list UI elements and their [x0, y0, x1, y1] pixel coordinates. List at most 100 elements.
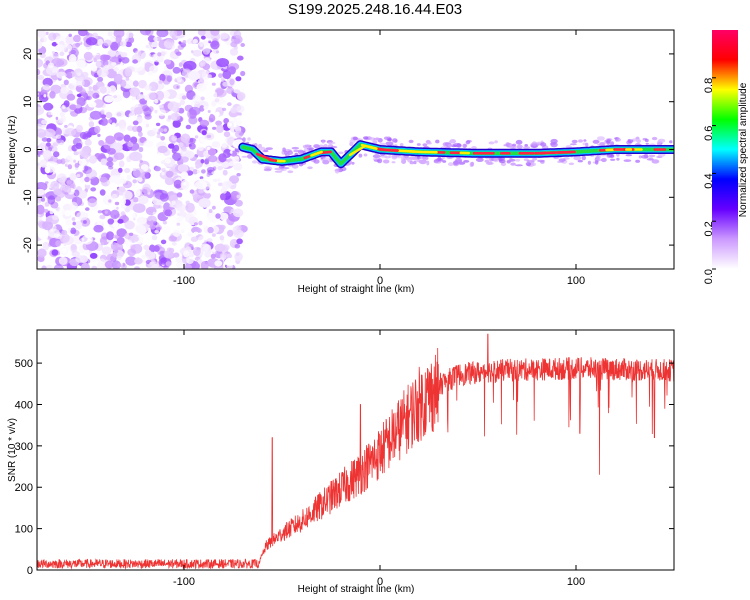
- noise-blob: [235, 252, 240, 257]
- noise-blob: [123, 134, 131, 142]
- noise-blob: [126, 31, 134, 39]
- noise-blob: [120, 52, 128, 58]
- noise-blob: [84, 183, 91, 190]
- signal-halo-speck: [442, 160, 447, 163]
- signal-halo-speck: [537, 159, 545, 163]
- noise-blob: [194, 135, 199, 139]
- noise-blob: [47, 62, 55, 69]
- signal-halo-speck: [435, 139, 440, 144]
- noise-blob: [67, 164, 73, 170]
- noise-blob: [124, 220, 135, 230]
- noise-blob: [212, 205, 216, 210]
- noise-blob: [55, 116, 59, 120]
- colorbar-tick-label: 0.6: [703, 126, 715, 141]
- noise-blob: [207, 74, 212, 79]
- noise-blob: [212, 126, 217, 130]
- colorbar-tick-label: 0.8: [703, 78, 715, 93]
- noise-blob: [143, 244, 150, 251]
- noise-blob: [37, 262, 41, 268]
- noise-blob: [109, 85, 117, 94]
- noise-blob: [160, 160, 166, 165]
- noise-blob: [165, 261, 172, 267]
- noise-blob: [102, 66, 108, 72]
- noise-blob: [156, 30, 169, 38]
- noise-blob: [232, 225, 241, 236]
- signal-halo-speck: [494, 140, 498, 144]
- noise-blob: [155, 90, 165, 101]
- noise-blob: [128, 87, 141, 97]
- noise-blob: [167, 101, 179, 111]
- noise-blob: [154, 98, 159, 104]
- noise-blob: [181, 95, 187, 100]
- noise-blob: [106, 157, 114, 162]
- noise-blob: [202, 40, 209, 47]
- signal-halo-speck: [322, 157, 330, 161]
- colorbar: 0.0 0.2 0.4 0.6 0.8 Normalized spectral ampl…: [703, 30, 749, 284]
- noise-blob: [193, 246, 201, 256]
- signal-halo-speck: [260, 146, 266, 151]
- noise-blob: [236, 105, 245, 113]
- x-tick-label: 0: [377, 576, 383, 588]
- noise-blob: [89, 252, 98, 259]
- signal-halo-speck: [627, 139, 631, 142]
- signal-halo-speck: [252, 160, 258, 164]
- noise-blob: [76, 124, 83, 133]
- signal-halo-speck: [419, 156, 427, 159]
- noise-blob: [69, 173, 77, 181]
- noise-blob: [85, 169, 97, 180]
- signal-halo-speck: [242, 137, 246, 142]
- noise-blob: [66, 180, 72, 185]
- noise-blob: [103, 39, 112, 47]
- noise-blob: [53, 151, 60, 158]
- noise-blob: [227, 229, 234, 237]
- y-tick-label: 400: [15, 399, 33, 411]
- noise-blob: [37, 248, 47, 258]
- noise-blob: [163, 39, 175, 49]
- signal-halo-speck: [363, 153, 368, 157]
- noise-blob: [88, 90, 94, 96]
- noise-blob: [42, 84, 51, 91]
- noise-blob: [147, 70, 153, 76]
- signal-halo-speck: [515, 159, 521, 162]
- noise-blob: [55, 240, 62, 247]
- noise-blob: [145, 44, 150, 49]
- noise-blob: [124, 67, 133, 77]
- noise-blob: [211, 171, 216, 175]
- y-tick-label: 500: [15, 358, 33, 370]
- signal-halo-speck: [372, 158, 379, 161]
- noise-blob: [206, 90, 218, 101]
- noise-blob: [128, 232, 134, 236]
- noise-blob: [125, 256, 137, 266]
- signal-halo-speck: [302, 144, 308, 149]
- noise-blob: [184, 264, 193, 269]
- noise-blob: [43, 94, 47, 98]
- noise-blob: [132, 179, 137, 184]
- signal-halo-speck: [523, 158, 529, 162]
- noise-blob: [169, 30, 178, 39]
- noise-blob: [89, 110, 102, 120]
- y-tick-label: 200: [15, 482, 33, 494]
- x-tick-label: -100: [173, 275, 195, 287]
- noise-blob: [37, 106, 45, 115]
- noise-blob: [188, 143, 192, 147]
- noise-blob: [211, 233, 216, 237]
- noise-blob: [145, 123, 150, 128]
- noise-blob: [46, 65, 59, 76]
- noise-blob: [124, 168, 130, 174]
- noise-blob: [92, 218, 99, 223]
- signal-halo-speck: [489, 157, 493, 162]
- noise-blob: [160, 239, 167, 245]
- noise-blob: [51, 214, 59, 221]
- signal-halo-speck: [331, 146, 338, 149]
- noise-blob: [75, 42, 81, 47]
- noise-blob: [88, 121, 95, 128]
- noise-blob: [122, 89, 131, 99]
- signal-halo-speck: [327, 141, 336, 145]
- noise-blob: [160, 51, 166, 57]
- signal-halo-speck: [456, 143, 462, 148]
- noise-blob: [155, 122, 161, 127]
- noise-blob: [153, 245, 160, 252]
- noise-blob: [138, 146, 144, 153]
- noise-blob: [37, 204, 45, 215]
